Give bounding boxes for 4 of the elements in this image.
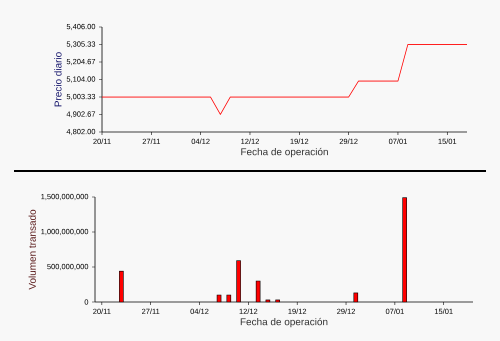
x-axis-title: Fecha de operación (241, 148, 328, 158)
y-axis-title: Precio diario (54, 52, 62, 106)
x-axis-title: Fecha de operación (240, 318, 328, 328)
y-axis-title: Volumen transado (28, 210, 36, 290)
